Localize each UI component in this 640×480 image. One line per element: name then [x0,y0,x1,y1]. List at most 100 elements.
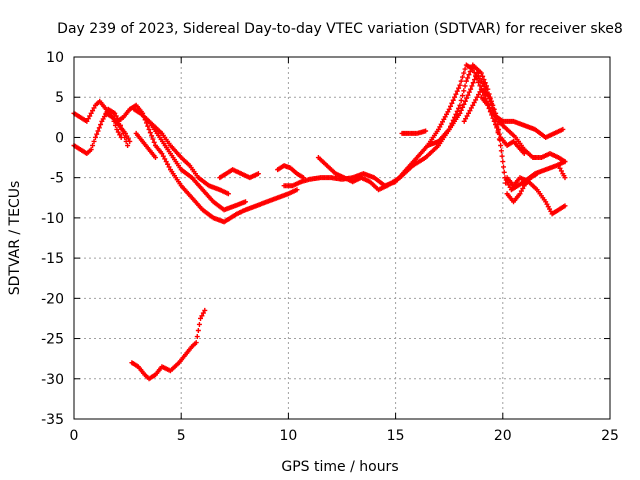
data-point [112,110,118,116]
data-point [255,171,261,177]
data-point [160,153,166,159]
data-point [457,102,463,108]
data-point [162,156,168,162]
series-arc17 [556,163,568,181]
data-point [446,106,452,112]
data-point [200,310,206,316]
data-point [458,97,464,103]
data-point [444,111,450,117]
data-point [471,77,477,83]
data-point [149,133,155,139]
data-point [124,133,130,139]
data-point [498,148,504,154]
data-point [300,175,306,181]
data-point [469,83,475,89]
data-point [96,125,102,131]
data-point [490,102,496,108]
y-tick-label: 5 [55,90,64,106]
data-point [294,187,300,193]
series-arc10 [281,62,566,189]
data-point [423,128,429,134]
data-point [465,110,471,116]
y-tick-label: 10 [46,50,64,66]
data-point [463,116,469,122]
data-point [473,97,479,103]
y-tick-label: -25 [41,332,64,348]
data-point [558,168,564,174]
series-arc4 [114,102,300,225]
data-point [462,98,468,104]
series-arc9 [275,163,306,181]
data-point [94,131,100,137]
data-point [456,105,462,111]
data-point [496,131,502,137]
data-markers [71,62,568,382]
data-point [490,115,496,121]
data-point [499,153,505,159]
series-arc7 [133,130,158,161]
data-point [90,108,96,114]
x-tick-label: 5 [177,428,186,444]
data-point [498,142,504,148]
data-point [453,91,459,97]
data-point [500,159,506,165]
data-point [494,125,500,131]
data-point [459,93,465,99]
data-point [468,105,474,111]
data-point [453,111,459,117]
x-tick-label: 0 [70,428,79,444]
data-point [441,116,447,122]
x-tick-label: 15 [387,428,405,444]
data-point [470,102,476,108]
x-tick-label: 20 [494,428,512,444]
data-point [487,94,493,100]
data-point [520,185,526,191]
data-point [521,151,527,157]
series-arc3 [103,110,133,144]
data-point [501,164,507,170]
data-point [562,175,568,181]
data-point [454,108,460,114]
data-point [459,74,465,80]
data-point [487,109,493,115]
data-point [465,92,471,98]
data-point [196,321,202,327]
data-point [437,124,443,130]
data-point [446,126,452,132]
data-point [98,122,104,128]
data-point [518,188,524,194]
data-point [464,95,470,101]
data-point [202,307,208,313]
data-point [457,82,463,88]
data-point [562,159,568,165]
data-point [150,136,156,142]
data-point [438,121,444,127]
data-point [125,142,131,148]
data-point [461,88,467,94]
data-point [193,340,199,346]
series-arc15 [478,94,527,157]
data-point [457,110,463,116]
axis-ticks [73,56,611,420]
data-point [448,123,454,129]
data-point [84,118,90,124]
data-point [476,92,482,98]
y-axis-label: SDTVAR / TECUs [7,181,23,296]
chart-title: Day 239 of 2023, Sidereal Day-to-day VTE… [57,21,623,37]
data-point [470,80,476,86]
data-point [562,203,568,209]
data-point [556,163,562,169]
data-point [471,100,477,106]
data-point [477,89,483,95]
data-point [88,110,94,116]
data-point [145,123,151,129]
data-point [91,138,97,144]
data-point [557,165,563,171]
data-point [458,107,464,113]
data-point [452,94,458,100]
data-point [166,164,172,170]
data-point [493,122,499,128]
data-point [195,328,201,334]
data-point [95,128,101,134]
